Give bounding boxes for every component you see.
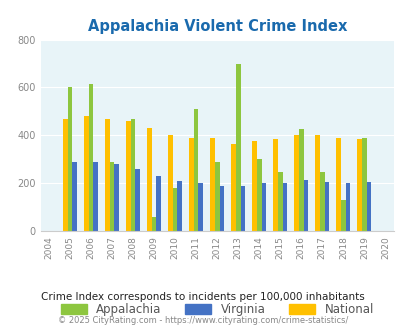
Bar (63, 118, 68, 231)
Bar (340, 200, 345, 231)
Bar (130, 118, 135, 231)
Bar (256, 159, 261, 231)
Bar (151, 217, 156, 231)
Bar (294, 135, 298, 231)
Bar (114, 164, 119, 231)
Bar (252, 141, 256, 231)
Bar (366, 182, 371, 231)
Bar (105, 118, 109, 231)
Bar (109, 162, 114, 231)
Bar (168, 135, 173, 231)
Text: © 2025 CityRating.com - https://www.cityrating.com/crime-statistics/: © 2025 CityRating.com - https://www.city… (58, 315, 347, 325)
Bar (198, 183, 202, 231)
Title: Appalachia Violent Crime Index: Appalachia Violent Crime Index (87, 19, 346, 34)
Bar (356, 139, 361, 231)
Bar (282, 183, 286, 231)
Bar (273, 139, 277, 231)
Bar (89, 84, 93, 231)
Bar (135, 169, 140, 231)
Bar (324, 182, 328, 231)
Bar (219, 185, 224, 231)
Bar (231, 144, 235, 231)
Bar (210, 138, 214, 231)
Legend: Appalachia, Virginia, National: Appalachia, Virginia, National (56, 298, 377, 321)
Bar (156, 176, 161, 231)
Bar (72, 162, 77, 231)
Bar (68, 87, 72, 231)
Bar (277, 172, 282, 231)
Bar (93, 162, 98, 231)
Bar (235, 64, 240, 231)
Bar (319, 172, 324, 231)
Bar (240, 185, 245, 231)
Bar (345, 183, 350, 231)
Bar (84, 116, 89, 231)
Bar (214, 162, 219, 231)
Bar (298, 129, 303, 231)
Bar (361, 138, 366, 231)
Bar (194, 109, 198, 231)
Text: Crime Index corresponds to incidents per 100,000 inhabitants: Crime Index corresponds to incidents per… (41, 292, 364, 302)
Bar (126, 121, 130, 231)
Bar (303, 180, 307, 231)
Bar (261, 183, 266, 231)
Bar (173, 188, 177, 231)
Bar (336, 138, 340, 231)
Bar (315, 135, 319, 231)
Bar (177, 181, 182, 231)
Bar (147, 128, 151, 231)
Bar (189, 138, 194, 231)
